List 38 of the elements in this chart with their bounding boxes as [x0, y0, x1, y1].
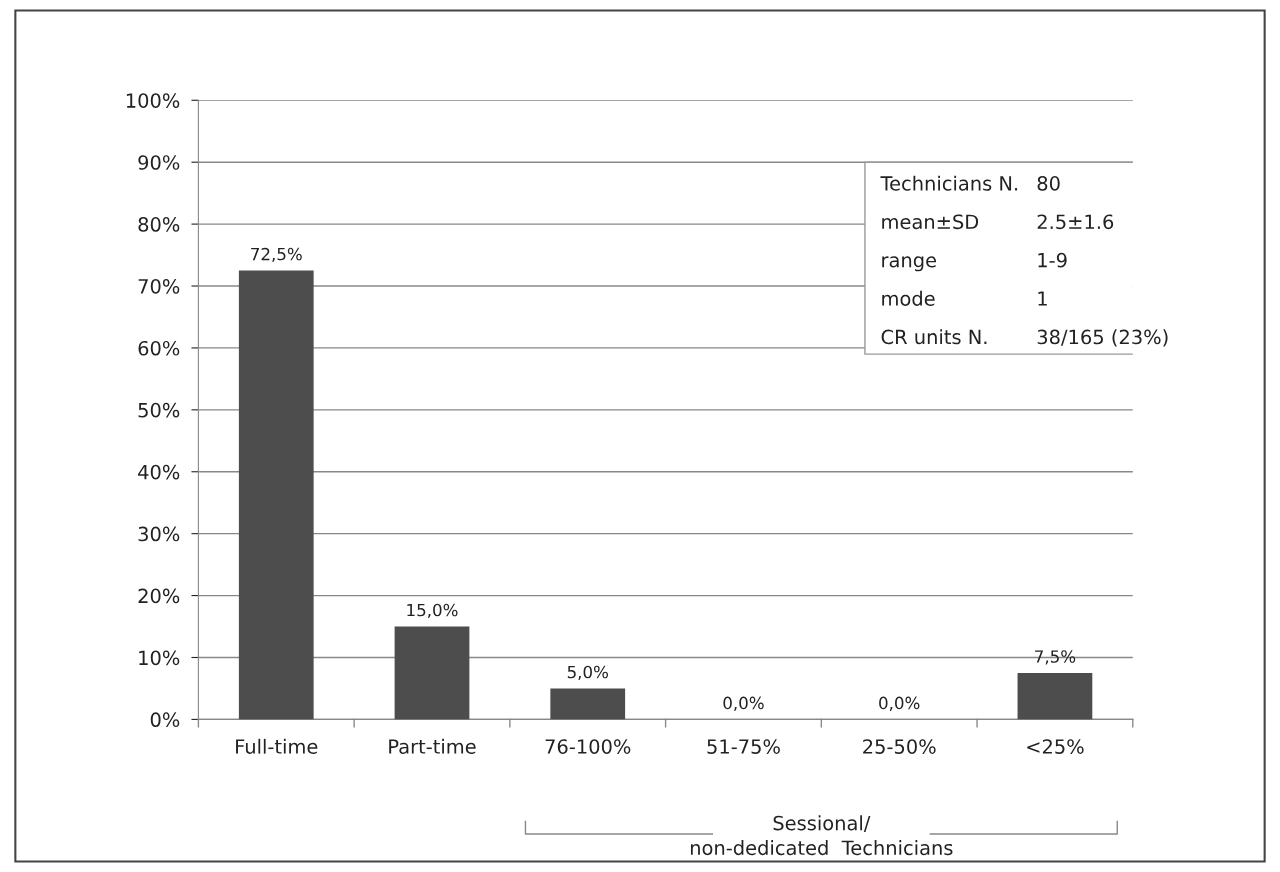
y-tick-label: 100%	[126, 93, 180, 108]
data-label: 0,0%	[879, 696, 920, 711]
annotation: 38/165 (23%)	[1037, 329, 1168, 347]
x-tick-label: Full-time	[236, 738, 318, 754]
y-tick-label: 50%	[138, 402, 180, 418]
x-tick-label: <25%	[1027, 739, 1084, 754]
annotation: Technicians N.	[880, 175, 1018, 191]
y-tick-label: 0%	[150, 712, 180, 728]
bar	[1017, 672, 1093, 720]
data-label: 72,5%	[251, 247, 302, 263]
annotation: CR units N.	[881, 329, 987, 345]
bar	[394, 626, 470, 720]
y-tick-label: 20%	[138, 588, 180, 604]
data-label: 0,0%	[723, 696, 764, 711]
annotation: range	[882, 256, 937, 272]
x-tick-label: 51-75%	[707, 739, 780, 754]
annotation: 1-9	[1038, 252, 1067, 268]
y-tick-label: 30%	[138, 526, 180, 542]
y-tick-label: 60%	[138, 340, 180, 356]
x-tick-label: 76-100%	[545, 739, 631, 754]
y-tick-label: 40%	[138, 464, 180, 480]
x-tick-label: 25-50%	[863, 739, 936, 754]
bar	[550, 688, 626, 720]
annotation: 2.5±1.6	[1037, 214, 1114, 230]
annotation: 1	[1038, 291, 1047, 306]
text: Sessional/ non-dedicated Technicians	[690, 815, 953, 856]
data-label: 5,0%	[567, 665, 608, 680]
x-tick-label: Part-time	[389, 738, 476, 754]
y-tick-label: 90%	[138, 155, 180, 170]
data-label: 15,0%	[407, 603, 458, 619]
annotation: 80	[1037, 176, 1060, 191]
data-label: 7,5%	[1035, 650, 1076, 665]
y-tick-label: 10%	[139, 650, 180, 666]
bar	[238, 270, 314, 720]
annotation: mean±SD	[882, 214, 979, 230]
y-tick-label: 70%	[138, 278, 180, 294]
annotation: mode	[882, 290, 935, 306]
y-tick-label: 80%	[138, 217, 180, 232]
